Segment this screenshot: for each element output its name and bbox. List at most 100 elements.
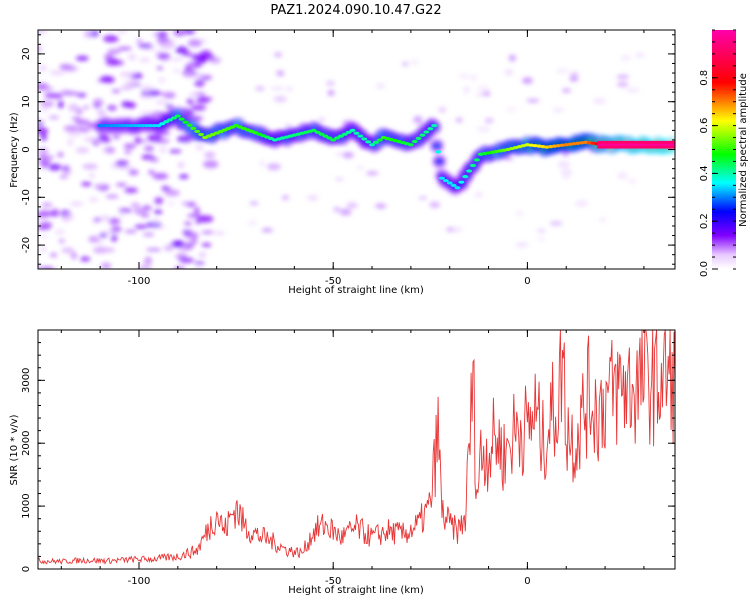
spectrogram-noise-blob: [194, 261, 205, 265]
spectrogram-ridge-core: [431, 124, 438, 128]
spectrogram-noise-blob: [327, 89, 335, 96]
spectrogram-noise-blob: [187, 214, 202, 218]
spectrogram-noise-blob: [38, 30, 47, 35]
spectrogram-noise-blob: [166, 201, 176, 205]
y-tick-label: 3000: [21, 368, 32, 393]
spectrogram-noise-blob: [266, 163, 281, 171]
spectrogram-noise-blob: [193, 206, 201, 215]
spectrogram-noise-blob: [452, 226, 463, 233]
spectrogram-noise-blob: [274, 52, 283, 58]
spectrogram-noise-blob: [175, 46, 189, 55]
spectrogram-noise-blob: [375, 83, 386, 89]
spectrogram-noise-blob: [151, 32, 158, 37]
spectrogram-noise-blob: [484, 117, 494, 124]
spectrogram-noise-blob: [552, 107, 565, 113]
spectrogram-noise-blob: [49, 252, 58, 258]
spectrogram-ridge-core: [334, 136, 341, 140]
spectrogram-noise-blob: [562, 174, 571, 180]
spectrogram-noise-blob: [526, 99, 540, 103]
spectrogram-noise-blob: [97, 133, 109, 142]
spectrogram-noise-blob: [366, 171, 379, 176]
spectrogram-ridge-core: [365, 140, 372, 144]
spectrogram-noise-blob: [128, 169, 139, 176]
spectrogram-noise-blob: [75, 147, 90, 154]
x-tick-label: -50: [325, 576, 341, 587]
spectrogram-noise-blob: [118, 213, 126, 217]
spectrogram-noise-blob: [152, 217, 160, 225]
spectrogram-noise-blob: [117, 46, 132, 51]
spectrogram-noise-blob: [99, 214, 111, 222]
spectrogram-noise-blob: [195, 144, 204, 151]
snr-series-line: [38, 330, 675, 565]
spectrogram-ridge-core: [349, 128, 356, 132]
spectrogram-noise-blob: [516, 242, 529, 248]
spectrogram-noise-blob: [134, 224, 148, 229]
spectrogram-ridge-core: [411, 139, 418, 144]
spectrogram-noise-blob: [134, 136, 142, 145]
spectrogram-ridge-core: [190, 126, 197, 130]
spectrogram-noise-blob: [173, 240, 185, 248]
spectrogram-noise-blob: [179, 257, 194, 263]
spectrogram-ridge-core: [345, 130, 352, 134]
spectrogram-noise-blob: [549, 221, 563, 226]
spectrogram-noise-blob: [470, 74, 478, 81]
spectrogram-noise-blob: [446, 227, 455, 232]
spectrogram-noise-blob: [281, 194, 290, 201]
spectrogram-noise-blob: [102, 149, 109, 153]
spectrogram-ridge-core: [194, 129, 201, 134]
spectrogram-noise-blob: [124, 80, 139, 87]
spectrogram-noise-blob: [94, 217, 102, 222]
spectrogram-noise-blob: [75, 55, 89, 62]
spectrogram-noise-blob: [184, 232, 199, 239]
spectrogram-noise-blob: [144, 256, 153, 265]
spectrogram-noise-blob: [138, 43, 154, 49]
spectrogram-noise-blob: [61, 165, 71, 171]
spectrogram-ridge-core: [318, 132, 325, 136]
spectrogram-noise-blob: [39, 221, 53, 229]
spectrogram-noise-blob: [38, 45, 43, 53]
snr-y-label: SNR (10 * v/v): [9, 414, 20, 485]
spectrogram-ridge-core: [458, 180, 465, 184]
spectrogram-ridge-core: [198, 132, 205, 137]
spectrogram-ridge-core: [369, 143, 376, 147]
spectrogram-noise-blob: [40, 100, 55, 108]
spectrogram-x-label: Height of straight line (km): [288, 285, 424, 296]
spectrogram-noise-blob: [74, 119, 91, 126]
spectrogram-noise-blob: [173, 30, 186, 37]
spectrogram-noise-blob: [184, 221, 192, 226]
spectrogram-noise-blob: [213, 230, 226, 236]
spectrogram-noise-blob: [356, 165, 364, 170]
spectrogram-noise-blob: [48, 115, 60, 120]
spectrogram-ridge-core: [341, 132, 348, 136]
spectrogram-noise-blob: [187, 92, 200, 97]
spectrogram-noise-blob: [38, 154, 55, 161]
spectrogram-noise-blob: [276, 70, 285, 77]
spectrogram-ridge-core: [415, 136, 422, 140]
spectrogram-noise-blob: [99, 232, 108, 238]
spectrogram-noise-blob: [139, 57, 150, 63]
spectrogram-noise-blob: [161, 186, 169, 190]
spectrogram-noise-blob: [163, 244, 175, 252]
spectrogram-ridge-core: [330, 138, 337, 142]
spectrogram-noise-blob: [92, 98, 104, 107]
spectrogram-ridge-blob: [434, 158, 444, 165]
spectrogram-noise-blob: [153, 209, 163, 215]
spectrogram-noise-blob: [59, 174, 69, 179]
spectrogram-noise-blob: [342, 151, 354, 159]
spectrogram-noise-blob: [147, 134, 163, 142]
spectrogram-noise-blob: [616, 81, 629, 88]
spectrogram-noise-blob: [118, 208, 133, 213]
spectrogram-noise-blob: [149, 89, 160, 97]
spectrogram-ridge-core: [454, 186, 461, 190]
spectrogram-noise-blob: [172, 68, 182, 73]
spectrogram-noise-blob: [69, 201, 84, 207]
spectrogram-noise-blob: [164, 189, 180, 197]
spectrogram-noise-blob: [148, 170, 155, 175]
spectrogram-ridge-core: [353, 131, 360, 135]
spectrogram-noise-blob: [70, 116, 82, 120]
spectrogram-noise-blob: [325, 80, 336, 86]
spectrogram-noise-blob: [458, 73, 471, 80]
spectrogram-ridge-core: [470, 163, 477, 168]
spectrogram-noise-blob: [476, 126, 491, 133]
spectrogram-noise-blob: [158, 76, 166, 84]
